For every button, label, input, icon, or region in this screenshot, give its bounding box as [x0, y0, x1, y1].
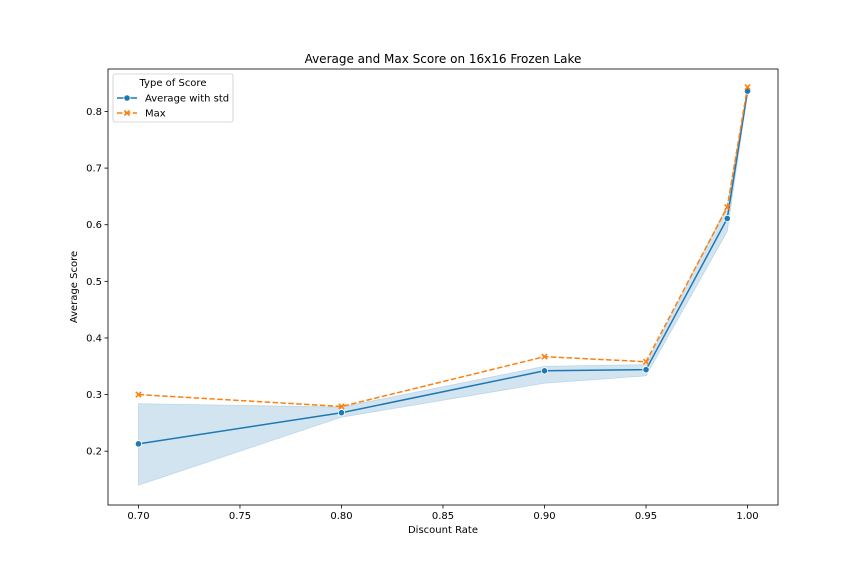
series-line-1 [138, 86, 749, 408]
marker-layer [134, 83, 752, 448]
legend: Type of Score Average with std Max [112, 73, 234, 123]
y-tick-label: 0.7 [86, 164, 102, 175]
data-point-0-2 [540, 367, 549, 375]
data-point-0-3 [642, 366, 650, 374]
legend-label: Max [145, 109, 166, 120]
x-tick-label: 1.00 [736, 511, 758, 522]
data-point-1-1 [338, 403, 345, 410]
x-tick-label: 0.80 [330, 511, 352, 522]
data-point-1-2 [541, 353, 548, 360]
legend-entry-0: Average with std [117, 94, 229, 105]
data-point-1-4 [724, 203, 731, 211]
x-axis-label: Discount Rate [408, 525, 478, 536]
y-tick-label: 0.8 [86, 107, 102, 118]
y-tick-label: 0.3 [86, 390, 102, 401]
legend-label: Average with std [145, 94, 229, 105]
y-axis-ticks: 0.2 0.3 0.4 0.5 0.6 0.7 0.8 [86, 107, 108, 458]
x-tick-label: 0.85 [432, 511, 454, 522]
series-line-0 [138, 90, 749, 445]
legend-title: Type of Score [139, 78, 207, 89]
x-axis-ticks: 0.70 0.75 0.80 0.85 0.90 0.95 1.00 [127, 505, 759, 522]
legend-entries: Average with std Max [117, 94, 229, 120]
y-tick-label: 0.2 [86, 447, 102, 458]
data-point-0-0 [134, 440, 143, 448]
data-point-1-5 [744, 83, 751, 91]
legend-marker [123, 94, 131, 102]
y-tick-label: 0.6 [86, 220, 102, 231]
x-tick-label: 0.95 [635, 511, 657, 522]
y-tick-label: 0.5 [86, 277, 102, 288]
legend-box [112, 73, 234, 123]
data-point-0-4 [723, 214, 731, 223]
x-tick-label: 0.70 [127, 511, 149, 522]
legend-entry-1: Max [117, 109, 166, 120]
y-tick-label: 0.4 [86, 333, 102, 344]
x-tick-label: 0.90 [533, 511, 555, 522]
x-tick-label: 0.75 [229, 511, 251, 522]
series-line-layer [138, 86, 749, 445]
data-point-1-0 [135, 391, 142, 398]
data-point-1-3 [642, 358, 650, 365]
y-axis-label: Average Score [69, 251, 80, 323]
legend-marker [123, 109, 131, 117]
chart-title: Average and Max Score on 16x16 Frozen La… [305, 52, 582, 66]
data-point-0-1 [337, 409, 346, 417]
